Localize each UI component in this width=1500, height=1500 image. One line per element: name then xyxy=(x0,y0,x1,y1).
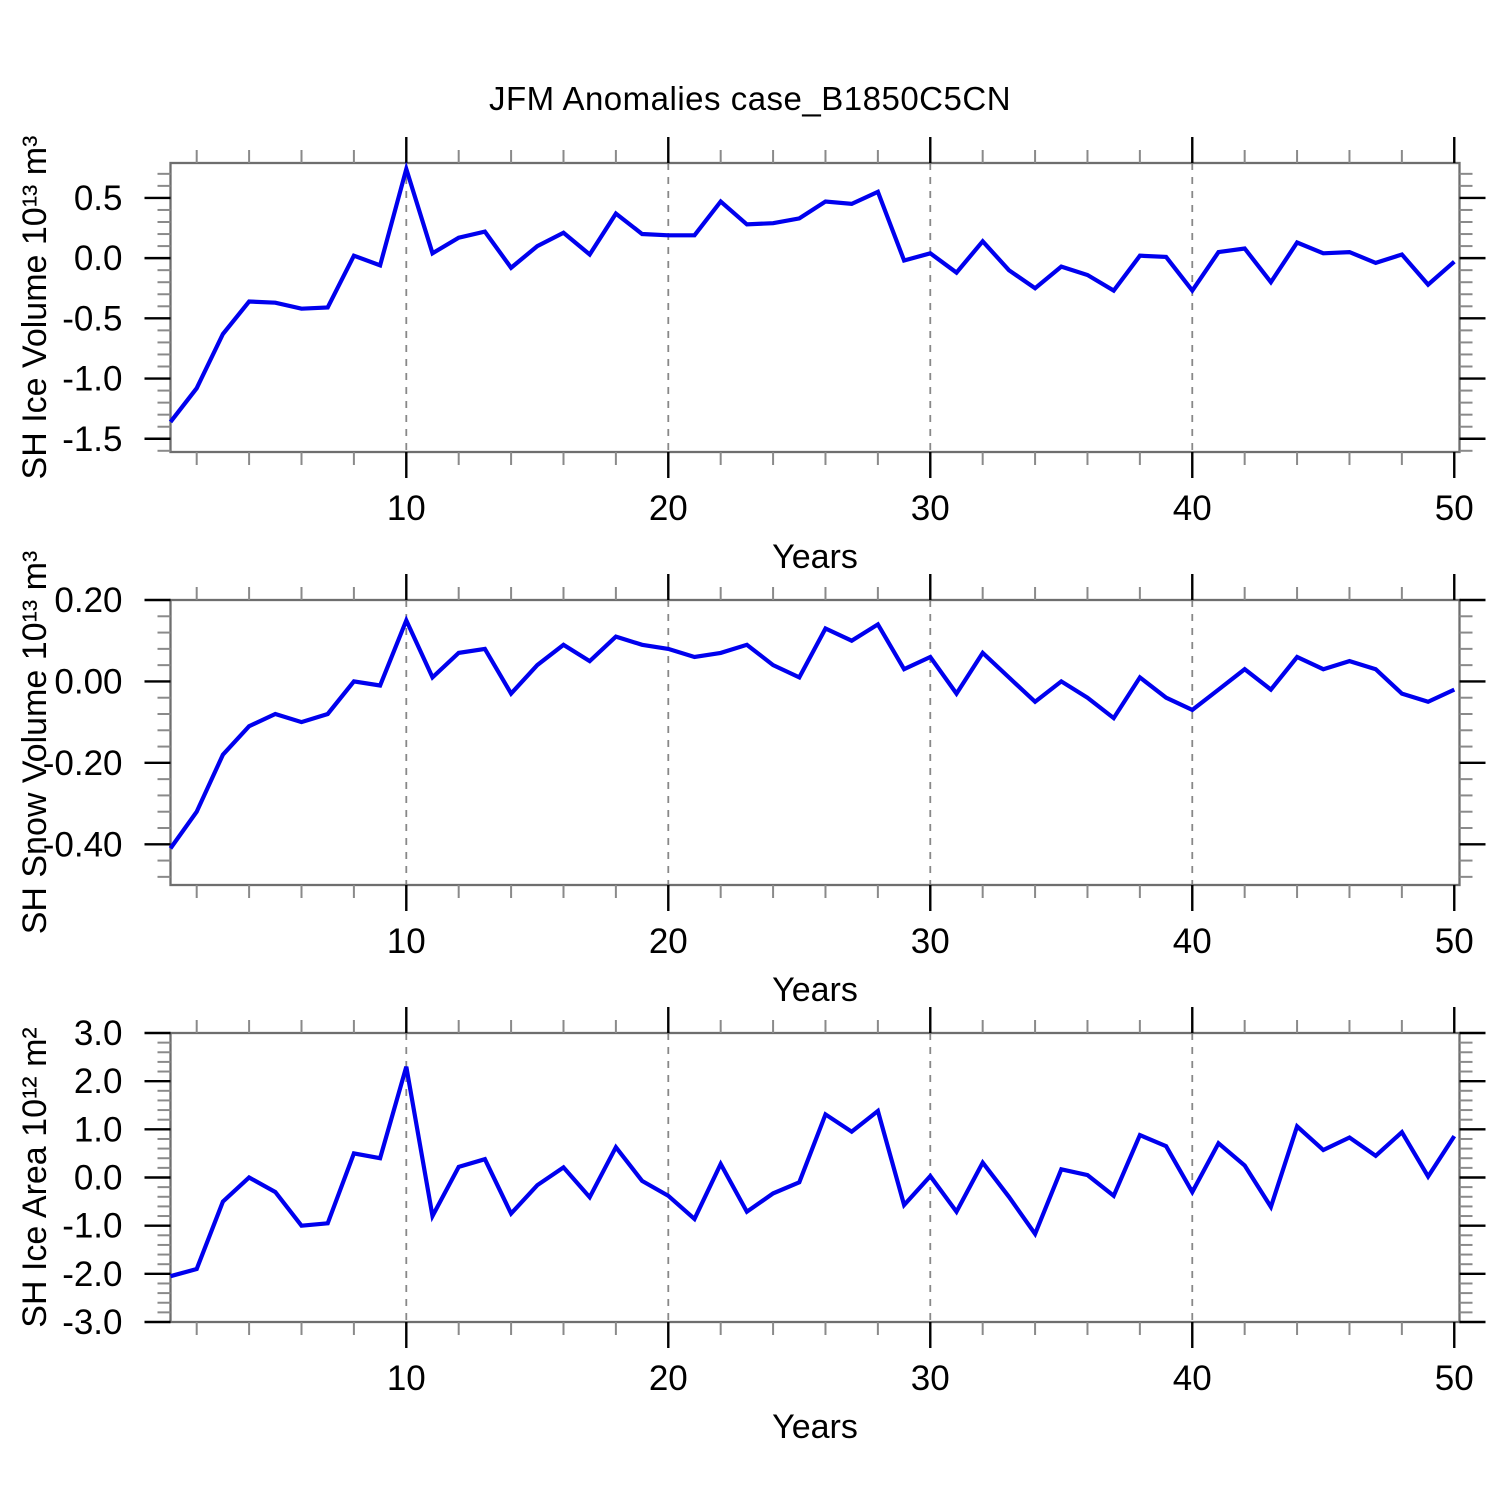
x-tick-label: 10 xyxy=(387,922,426,961)
x-axis-title: Years xyxy=(772,971,858,1009)
y-tick-label: 0.00 xyxy=(54,662,122,701)
x-axis-title: Years xyxy=(772,1408,858,1446)
panel-sh-ice-volume: 10 20 30 40 50 0.5 0.0 -0.5 -1.0 -1.5SH Ice Volum… xyxy=(16,136,1486,576)
panel-sh-snow-volume-y-major-ticks: 0.20 0.00 -0.20 -0.40 xyxy=(43,581,1486,864)
y-tick-label: -3.0 xyxy=(62,1303,122,1342)
x-tick-label: 50 xyxy=(1435,922,1474,961)
panel-sh-ice-volume-gridlines xyxy=(405,163,1194,452)
panel-sh-ice-volume-y-minor-ticks xyxy=(157,172,1473,452)
x-tick-label: 10 xyxy=(387,489,426,528)
y-tick-label: -1.5 xyxy=(62,420,122,459)
panel-sh-snow-volume-y-minor-ticks xyxy=(157,615,1473,878)
panel-sh-snow-volume-gridlines xyxy=(405,600,1194,885)
y-axis-title: SH Ice Volume 10¹³ m³ xyxy=(16,136,54,480)
panel-sh-snow-volume-line xyxy=(168,615,1456,850)
y-tick-label: 2.0 xyxy=(74,1062,123,1101)
panel-sh-ice-volume-frame xyxy=(169,161,1461,454)
panel-sh-snow-volume-x-minor-ticks xyxy=(195,587,1403,898)
x-tick-label: 40 xyxy=(1173,922,1212,961)
x-tick-label: 20 xyxy=(649,489,688,528)
x-tick-label: 10 xyxy=(387,1359,426,1398)
y-axis-title: SH Snow Volume 10¹³ m³ xyxy=(16,551,54,935)
panel-sh-ice-area-y-major-ticks: 3.0 2.0 1.0 0.0 -1.0 -2.0 -3.0 xyxy=(62,1014,1486,1342)
x-tick-label: 20 xyxy=(649,922,688,961)
y-tick-label: -2.0 xyxy=(62,1255,122,1294)
x-tick-label: 30 xyxy=(911,489,950,528)
panel-sh-snow-volume-x-major-ticks: 10 20 30 40 50 xyxy=(387,574,1474,961)
x-tick-label: 30 xyxy=(911,922,950,961)
y-tick-label: 0.0 xyxy=(74,239,123,278)
x-axis-title: Years xyxy=(772,538,858,576)
y-tick-label: -0.40 xyxy=(43,825,123,864)
panel-sh-ice-volume-x-minor-ticks xyxy=(195,150,1403,465)
y-tick-label: -1.0 xyxy=(62,360,122,399)
panel-sh-ice-volume-line xyxy=(168,161,1456,424)
panel-sh-ice-area-x-major-ticks: 10 20 30 40 50 xyxy=(387,1007,1474,1398)
x-tick-label: 30 xyxy=(911,1359,950,1398)
y-tick-label: 0.20 xyxy=(54,581,122,620)
y-tick-label: -1.0 xyxy=(62,1207,122,1246)
panel-sh-ice-area-line xyxy=(169,1066,1457,1279)
y-tick-label: 0.5 xyxy=(74,179,123,218)
x-tick-label: 50 xyxy=(1435,489,1474,528)
x-tick-label: 40 xyxy=(1173,489,1212,528)
x-tick-label: 20 xyxy=(649,1359,688,1398)
chart-title: JFM Anomalies case_B1850C5CN xyxy=(488,80,1012,117)
panel-sh-ice-area: 10 20 30 40 50 3.0 2.0 1.0 0.0 -1.0 -2.0 -3.0SH Ice… xyxy=(16,1007,1486,1446)
panel-sh-ice-area-y-minor-ticks xyxy=(157,1041,1473,1314)
y-tick-label: -0.20 xyxy=(43,744,123,783)
x-tick-label: 50 xyxy=(1435,1359,1474,1398)
panel-sh-ice-area-frame xyxy=(169,1031,1461,1324)
x-tick-label: 40 xyxy=(1173,1359,1212,1398)
y-tick-label: 0.0 xyxy=(74,1159,123,1198)
y-tick-label: -0.5 xyxy=(62,299,122,338)
panel-sh-ice-area-x-minor-ticks xyxy=(195,1020,1403,1335)
y-tick-label: 3.0 xyxy=(74,1014,123,1053)
panel-sh-ice-volume-y-major-ticks: 0.5 0.0 -0.5 -1.0 -1.5 xyxy=(62,179,1486,459)
panel-sh-snow-volume-frame xyxy=(169,598,1461,887)
panel-sh-ice-volume-x-major-ticks: 10 20 30 40 50 xyxy=(387,137,1474,528)
y-axis-title: SH Ice Area 10¹² m² xyxy=(16,1027,54,1327)
y-tick-label: 1.0 xyxy=(74,1110,123,1149)
